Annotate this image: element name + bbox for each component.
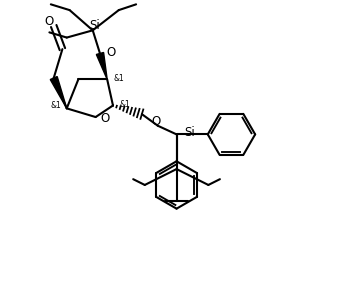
Text: &1: &1 — [119, 99, 130, 109]
Text: &1: &1 — [114, 73, 124, 83]
Text: Si: Si — [184, 126, 194, 138]
Text: Si: Si — [89, 19, 100, 32]
Text: O: O — [152, 115, 161, 128]
Text: &1: &1 — [51, 101, 62, 110]
Polygon shape — [96, 53, 107, 79]
Text: O: O — [106, 46, 116, 58]
Text: O: O — [45, 15, 54, 28]
Polygon shape — [50, 77, 67, 108]
Text: O: O — [101, 112, 110, 125]
